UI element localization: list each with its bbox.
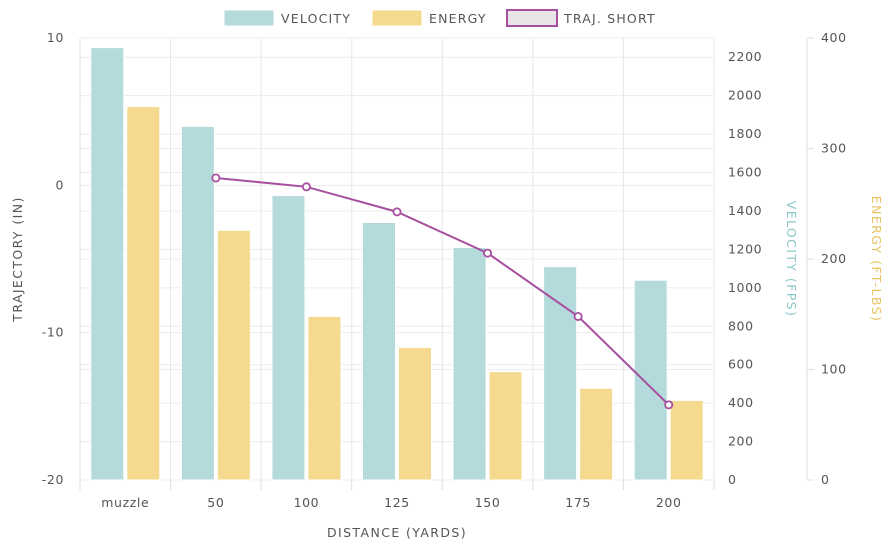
x-tick-label: 50 xyxy=(207,495,224,510)
velocity-tick-label: 1400 xyxy=(728,203,762,218)
x-tick-label: 175 xyxy=(565,495,591,510)
energy-bar xyxy=(126,106,161,481)
x-tick-label: muzzle xyxy=(101,495,149,510)
velocity-tick-label: 1000 xyxy=(728,280,762,295)
velocity-bar xyxy=(543,266,578,481)
velocity-tick-label: 2200 xyxy=(728,49,762,64)
velocity-bar xyxy=(452,246,487,481)
velocity-bar xyxy=(271,195,306,481)
legend-label: VELOCITY xyxy=(281,11,351,26)
trajectory-point xyxy=(664,400,674,410)
velocity-tick-label: 200 xyxy=(728,434,754,449)
trajectory-point xyxy=(211,173,221,183)
velocity-tick-label: 1200 xyxy=(728,241,762,256)
energy-tick-label: 400 xyxy=(821,30,847,45)
energy-bar xyxy=(216,229,251,481)
velocity-tick-label: 1600 xyxy=(728,165,762,180)
x-axis-title: DISTANCE (YARDS) xyxy=(327,525,467,540)
energy-tick-label: 200 xyxy=(821,251,847,266)
trajectory-tick-label: -20 xyxy=(42,472,64,487)
velocity-bar xyxy=(633,279,668,481)
energy-tick-label: 300 xyxy=(821,141,847,156)
velocity-tick-label: 2000 xyxy=(728,88,762,103)
velocity-tick-label: 1800 xyxy=(728,126,762,141)
trajectory-tick-label: 0 xyxy=(55,177,64,192)
energy-bar xyxy=(579,387,614,481)
energy-tick-label: 0 xyxy=(821,472,830,487)
trajectory-axis-title: TRAJECTORY (IN) xyxy=(10,196,25,322)
trajectory-point xyxy=(483,248,493,258)
velocity-tick-label: 600 xyxy=(728,357,754,372)
x-tick-label: 100 xyxy=(294,495,320,510)
velocity-bar xyxy=(90,47,125,481)
trajectory-point xyxy=(573,311,583,321)
energy-bar xyxy=(307,315,342,481)
x-tick-label: 150 xyxy=(475,495,501,510)
energy-tick-label: 100 xyxy=(821,362,847,377)
velocity-tick-label: 800 xyxy=(728,318,754,333)
trajectory-tick-label: -10 xyxy=(42,325,64,340)
velocity-bar xyxy=(180,125,215,481)
x-tick-label: 125 xyxy=(384,495,410,510)
legend-label: ENERGY xyxy=(429,11,487,26)
legend-label: TRAJ. SHORT xyxy=(563,11,656,26)
velocity-axis-title: VELOCITY (FPS) xyxy=(784,201,799,317)
trajectory-point xyxy=(392,207,402,217)
x-tick-label: 200 xyxy=(656,495,682,510)
velocity-tick-label: 400 xyxy=(728,395,754,410)
trajectory-point xyxy=(301,182,311,192)
velocity-bar xyxy=(362,221,396,481)
trajectory-line xyxy=(215,176,670,406)
legend-swatch xyxy=(506,9,558,27)
energy-bar xyxy=(398,346,432,481)
energy-bar xyxy=(488,371,523,481)
legend-swatch xyxy=(223,9,275,27)
velocity-tick-label: 0 xyxy=(728,472,737,487)
legend-swatch xyxy=(371,9,423,27)
trajectory-tick-label: 10 xyxy=(47,30,64,45)
energy-bar xyxy=(669,399,704,481)
energy-axis-title: ENERGY (FT-LBS) xyxy=(869,196,884,322)
